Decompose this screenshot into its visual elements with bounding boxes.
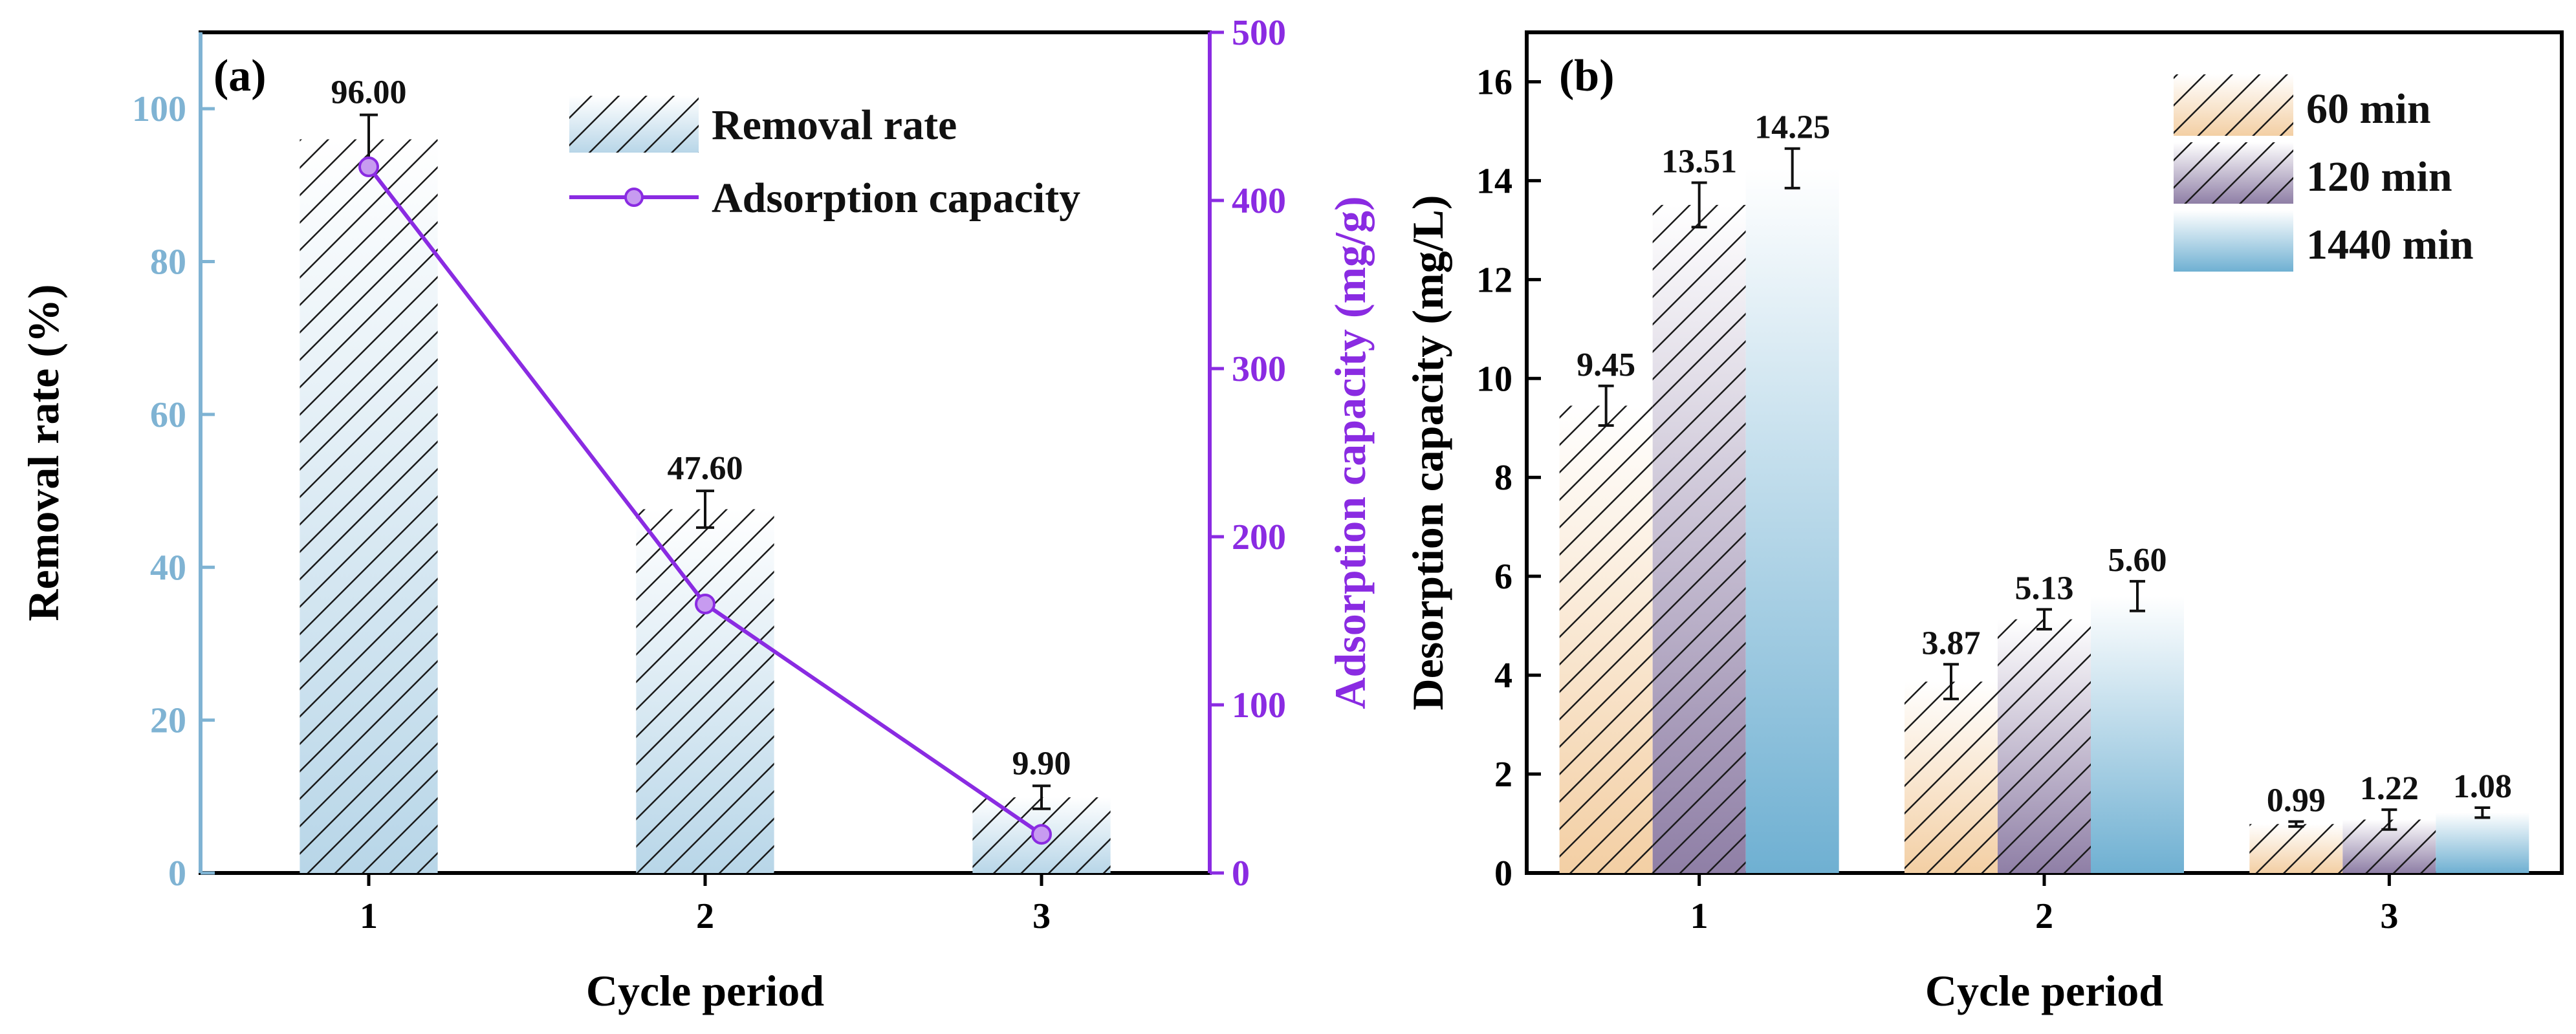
legend-swatch-1440-min (2174, 210, 2293, 272)
legend-label-removal-rate: Removal rate (712, 102, 957, 149)
panel-a-x-axis-title: Cycle period (586, 966, 824, 1015)
panel-b-bars: 9.45 3.87 0.99 13.51 5.13 1.22 14.25 5.60 1.08 (1559, 109, 2529, 874)
left-tick-label-20: 20 (150, 701, 186, 741)
legend-label-120-min: 120 min (2306, 153, 2452, 200)
x-tick-label-cycle-1: 1 (1690, 896, 1708, 936)
left-tick-label-80: 80 (150, 242, 186, 283)
data-label-1440-min-cycle-3: 1.08 (2453, 768, 2512, 805)
y-tick-label-16: 16 (1476, 62, 1512, 102)
y-tick-label-0: 0 (1494, 854, 1512, 894)
legend-swatch-60-min-hatch (2174, 74, 2293, 136)
data-label-1440-min-cycle-1: 14.25 (1754, 109, 1830, 146)
data-label-removal-rate-cycle-3: 9.90 (1012, 745, 1071, 782)
y-tick-label-2: 2 (1494, 755, 1512, 795)
bar-hatch-120-min-cycle-2 (1998, 619, 2091, 873)
point-adsorption-capacity-cycle-2 (695, 594, 715, 614)
right-tick-label-100: 100 (1232, 685, 1286, 726)
data-label-120-min-cycle-1: 13.51 (1661, 143, 1737, 180)
data-label-120-min-cycle-2: 5.13 (2015, 570, 2074, 607)
data-label-60-min-cycle-1: 9.45 (1577, 347, 1635, 383)
data-label-removal-rate-cycle-1: 96.00 (331, 74, 407, 111)
panel-a-left-axis-title: Removal rate (%) (19, 284, 68, 621)
right-tick-label-200: 200 (1232, 517, 1286, 557)
legend-label-60-min: 60 min (2306, 85, 2431, 133)
point-adsorption-capacity-cycle-1 (358, 156, 379, 177)
bar-hatch-60-min-cycle-1 (1559, 405, 1653, 873)
y-tick-label-14: 14 (1476, 161, 1512, 201)
left-tick-label-100: 100 (132, 89, 186, 129)
x-tick-label-cycle-2: 2 (2035, 896, 2053, 936)
legend-swatch-removal-rate-hatch (569, 96, 699, 153)
bar-1440-min-cycle-2 (2091, 596, 2184, 873)
data-label-120-min-cycle-3: 1.22 (2360, 770, 2419, 807)
panel-b-legend: 60 min 120 min 1440 min (2174, 74, 2474, 272)
x-tick-label-cycle-3: 3 (1032, 896, 1051, 936)
panel-b-x-axis-ticks: 1 2 3 (1690, 873, 2398, 936)
bar-hatch-60-min-cycle-3 (2249, 824, 2343, 873)
bar-hatch-120-min-cycle-1 (1652, 204, 1746, 874)
y-tick-label-8: 8 (1494, 458, 1512, 498)
legend-label-1440-min: 1440 min (2306, 221, 2474, 268)
x-tick-label-cycle-1: 1 (360, 896, 378, 936)
y-tick-label-10: 10 (1476, 359, 1512, 399)
y-tick-label-12: 12 (1476, 260, 1512, 300)
data-label-removal-rate-cycle-2: 47.60 (668, 450, 743, 487)
bar-1440-min-cycle-1 (1745, 168, 1839, 873)
panel-a-right-axis-title: Adsorption capacity (mg/g) (1326, 196, 1375, 709)
right-tick-label-0: 0 (1232, 854, 1250, 894)
x-tick-label-cycle-3: 3 (2380, 896, 2398, 936)
panel-a-label: (a) (213, 51, 267, 101)
panel-b-chart: 9.45 3.87 0.99 13.51 5.13 1.22 14.25 5.60 1.08 0… (1403, 30, 2564, 1015)
right-tick-label-400: 400 (1232, 181, 1286, 221)
legend-label-adsorption-capacity: Adsorption capacity (712, 175, 1080, 222)
panel-b-x-axis-title: Cycle period (1925, 966, 2163, 1015)
panel-a-capacity-line (358, 156, 1052, 845)
data-label-1440-min-cycle-2: 5.60 (2108, 542, 2167, 579)
panel-a-bars: 96.00 47.60 9.90 (300, 74, 1111, 873)
panel-a-chart: 96.00 47.60 9.90 0 20 40 60 80 100 0 100 200 300 40… (19, 13, 1375, 1015)
bar-hatch-removal-rate-cycle-2 (636, 509, 774, 873)
panel-a-x-axis-ticks: 1 2 3 (360, 873, 1051, 936)
data-label-60-min-cycle-2: 3.87 (1922, 625, 1981, 662)
bar-hatch-removal-rate-cycle-1 (300, 139, 438, 873)
y-tick-label-4: 4 (1494, 656, 1512, 696)
panel-a-legend: Removal rate Adsorption capacity (569, 96, 1080, 222)
right-tick-label-300: 300 (1232, 349, 1286, 389)
legend-swatch-120-min-hatch (2174, 142, 2293, 204)
y-tick-label-6: 6 (1494, 557, 1512, 597)
panel-a-right-axis-ticks: 0 100 200 300 400 500 (1208, 13, 1286, 894)
legend-swatch-adsorption-marker (624, 188, 644, 207)
panel-b-y-axis-title: Desorption capacity (mg/L) (1403, 195, 1452, 710)
panel-b-label: (b) (1559, 51, 1615, 101)
panel-a-left-axis-ticks: 0 20 40 60 80 100 (132, 32, 215, 894)
x-tick-label-cycle-2: 2 (696, 896, 714, 936)
right-tick-label-500: 500 (1232, 13, 1286, 53)
data-label-60-min-cycle-3: 0.99 (2267, 782, 2326, 819)
panel-b-y-axis-ticks: 0 2 4 6 8 10 12 14 16 (1476, 62, 1541, 894)
point-adsorption-capacity-cycle-3 (1031, 824, 1052, 845)
left-tick-label-0: 0 (168, 854, 186, 894)
left-tick-label-40: 40 (150, 548, 186, 588)
left-tick-label-60: 60 (150, 395, 186, 435)
bar-hatch-60-min-cycle-2 (1905, 682, 1998, 873)
bar-1440-min-cycle-3 (2436, 812, 2529, 873)
